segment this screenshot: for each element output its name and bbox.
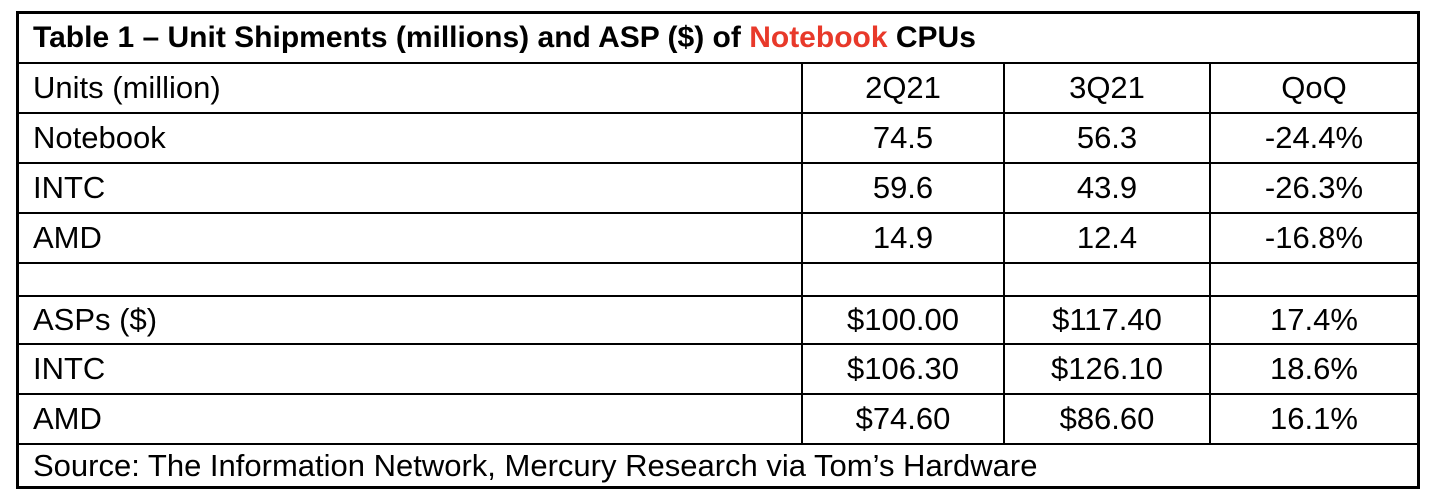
value-qoq: -16.8% bbox=[1264, 220, 1364, 255]
spacer-cell bbox=[803, 264, 1005, 295]
value-2q21: 14.9 bbox=[803, 214, 1005, 262]
shipments-table: Table 1 – Unit Shipments (millions) and … bbox=[16, 11, 1420, 489]
spacer-cell bbox=[1211, 264, 1417, 295]
value-2q21: 59.6 bbox=[803, 164, 1005, 212]
row-label: Notebook bbox=[19, 114, 803, 162]
row-label: AMD bbox=[19, 214, 803, 262]
table-row: INTC 59.6 43.9 -26.3% bbox=[19, 164, 1417, 214]
asp-header-row: ASPs ($) $100.00 $117.40 17.4% bbox=[19, 297, 1417, 345]
row-label: INTC bbox=[19, 164, 803, 212]
value-2q21: $100.00 bbox=[803, 297, 1005, 343]
spacer-row bbox=[19, 264, 1417, 297]
value-qoq: 16.1% bbox=[1270, 401, 1358, 436]
value-3q21: 12.4 bbox=[1005, 214, 1211, 262]
source-note: Source: The Information Network, Mercury… bbox=[33, 447, 1038, 483]
table-row: INTC $106.30 $126.10 18.6% bbox=[19, 345, 1417, 395]
table-row: AMD 14.9 12.4 -16.8% bbox=[19, 214, 1417, 264]
value-qoq: -26.3% bbox=[1264, 170, 1364, 205]
table-row: Notebook 74.5 56.3 -24.4% bbox=[19, 114, 1417, 164]
value-2q21: 74.5 bbox=[803, 114, 1005, 162]
header-2q21: 2Q21 bbox=[803, 64, 1005, 112]
value-qoq: 17.4% bbox=[1270, 302, 1358, 337]
value-2q21: $74.60 bbox=[803, 395, 1005, 443]
spacer-cell bbox=[19, 264, 803, 295]
value-3q21: 43.9 bbox=[1005, 164, 1211, 212]
spacer-cell bbox=[1005, 264, 1211, 295]
value-qoq: -24.4% bbox=[1264, 120, 1364, 155]
value-3q21: $86.60 bbox=[1005, 395, 1211, 443]
units-header-row: Units (million) 2Q21 3Q21 QoQ bbox=[19, 64, 1417, 114]
value-3q21: $117.40 bbox=[1005, 297, 1211, 343]
title-prefix: Table 1 – Unit Shipments (millions) and … bbox=[33, 21, 750, 54]
table-title: Table 1 – Unit Shipments (millions) and … bbox=[19, 14, 1417, 62]
row-label: AMD bbox=[19, 395, 803, 443]
title-suffix: CPUs bbox=[887, 21, 976, 54]
table-row: AMD $74.60 $86.60 16.1% bbox=[19, 395, 1417, 445]
value-2q21: $106.30 bbox=[803, 345, 1005, 393]
value-3q21: $126.10 bbox=[1005, 345, 1211, 393]
source-row: Source: The Information Network, Mercury… bbox=[19, 445, 1417, 486]
row-label: ASPs ($) bbox=[19, 297, 803, 343]
table-title-row: Table 1 – Unit Shipments (millions) and … bbox=[19, 14, 1417, 64]
header-qoq: QoQ bbox=[1281, 70, 1347, 105]
header-label: Units (million) bbox=[19, 64, 803, 112]
value-qoq: 18.6% bbox=[1270, 351, 1358, 386]
row-label: INTC bbox=[19, 345, 803, 393]
header-3q21: 3Q21 bbox=[1005, 64, 1211, 112]
title-highlight: Notebook bbox=[749, 21, 888, 54]
value-3q21: 56.3 bbox=[1005, 114, 1211, 162]
